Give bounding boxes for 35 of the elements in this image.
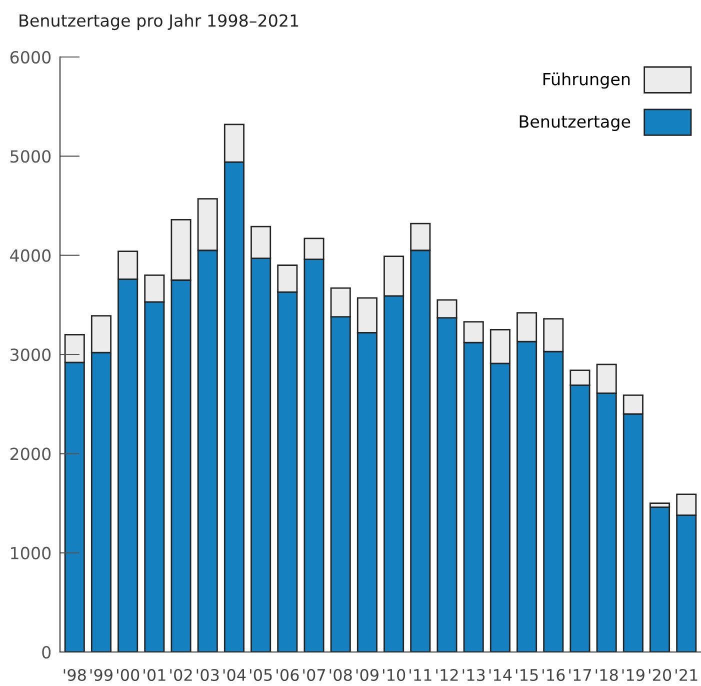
y-tick-label: 5000 (10, 150, 51, 163)
y-tick-label: 2000 (10, 448, 51, 460)
x-tick-label: '01 (144, 668, 166, 682)
x-tick-label: '03 (196, 668, 219, 682)
x-tick-label: '12 (436, 668, 458, 681)
x-tick-label: '02 (170, 668, 192, 682)
x-tick-label: '99 (90, 668, 112, 682)
x-tick-label: '13 (462, 668, 485, 682)
y-tick-label: 4000 (10, 249, 51, 262)
x-tick-label: '09 (356, 668, 378, 682)
x-tick-label: '06 (276, 668, 299, 682)
x-tick-label: '16 (542, 668, 565, 682)
x-tick-label: '00 (117, 668, 140, 682)
x-tick-label: '18 (596, 668, 618, 682)
x-tick-label: '14 (489, 669, 512, 681)
legend-label: Benutzertage (520, 115, 630, 132)
y-tick-label: 0 (42, 646, 51, 659)
x-tick-label: '15 (516, 669, 538, 682)
x-tick-label: '17 (569, 669, 591, 681)
x-tick-label: '20 (648, 668, 672, 682)
y-tick-label: 3000 (10, 348, 51, 362)
x-tick-label: '04 (223, 668, 246, 682)
chart-title: Benutzertage pro Jahr 1998–2021 (20, 14, 298, 30)
bar (650, 506, 670, 652)
x-tick-label: '19 (622, 668, 644, 682)
legend-label: Führungen (543, 72, 630, 89)
y-tick-label: 6000 (10, 50, 51, 64)
x-tick-label: '11 (410, 669, 432, 681)
y-tick-label: 1000 (11, 546, 51, 560)
x-tick-label: '05 (250, 668, 272, 682)
x-tick-label: '98 (64, 668, 86, 682)
x-tick-label: '10 (382, 668, 406, 682)
x-tick-label: '07 (303, 668, 325, 682)
x-tick-label: '08 (330, 668, 352, 682)
x-tick-label: '21 (676, 668, 698, 681)
